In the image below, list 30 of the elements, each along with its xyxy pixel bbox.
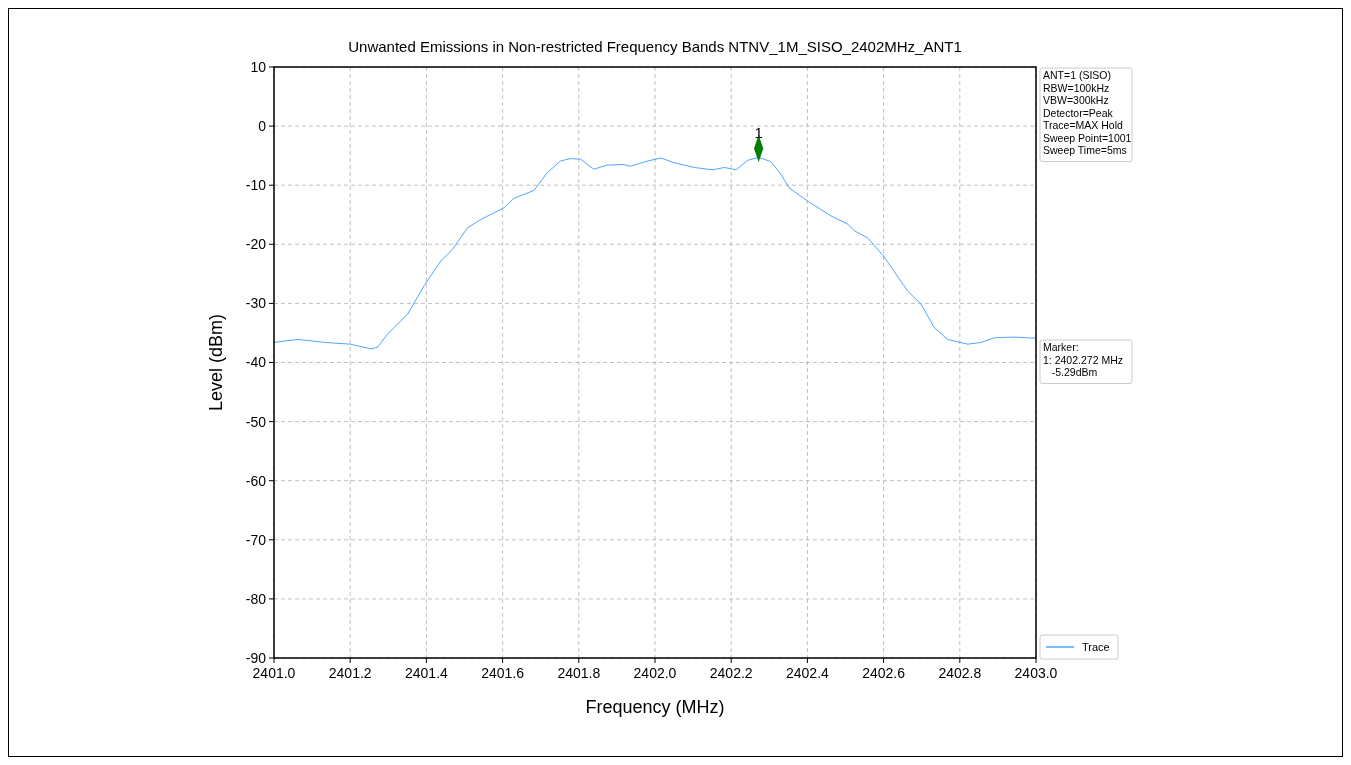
y-tick-label: -30 [245,295,267,312]
y-tick-label: -10 [245,177,267,194]
text: Marker: 1: 2402.272 MHz -5.29dBm [1043,341,1123,378]
x-tick-label: 2401.2 [328,665,372,681]
x-axis-title: Frequency (MHz) [585,697,725,717]
y-tick-label: -80 [245,590,267,607]
x-tick-label: 2403.0 [1014,665,1058,681]
annotation: 1 [754,123,763,141]
x-tick-label: 2401.4 [404,665,449,681]
y-tick-label: -70 [245,531,267,548]
x-tick-label: 2402.0 [633,665,677,681]
y-tick-label: -20 [245,236,267,253]
y-tick-label: -60 [245,472,267,489]
y-tick-label: -40 [245,354,267,371]
y-tick-label: -90 [245,649,267,666]
line-series [273,156,1037,350]
x-tick-label: 2402.8 [938,665,982,681]
y-tick-label: 0 [258,118,267,134]
y-tick-label: 10 [250,58,267,75]
y-tick-label: -50 [245,413,267,430]
x-tick-label: 2401.0 [252,665,296,681]
legend-label: Trace [1082,640,1110,653]
text: ANT=1 (SISO) RBW=100kHz VBW=300kHz Detector=Peak Trace=MAX Hold Sweep Point=1001 Sweep Time=5ms [1043,69,1132,156]
x-tick-label: 2401.6 [481,665,525,681]
x-tick-label: 2402.4 [785,665,830,681]
x-tick-label: 2401.8 [557,665,601,681]
x-tick-label: 2402.6 [862,665,906,681]
y-axis-title: Level (dBm) [206,313,226,412]
chart-title: Unwanted Emissions in Non-restricted Frequency Bands NTNV_1M_SISO_2402MHz_ANT1 [348,38,962,55]
x-tick-label: 2402.2 [709,665,753,681]
